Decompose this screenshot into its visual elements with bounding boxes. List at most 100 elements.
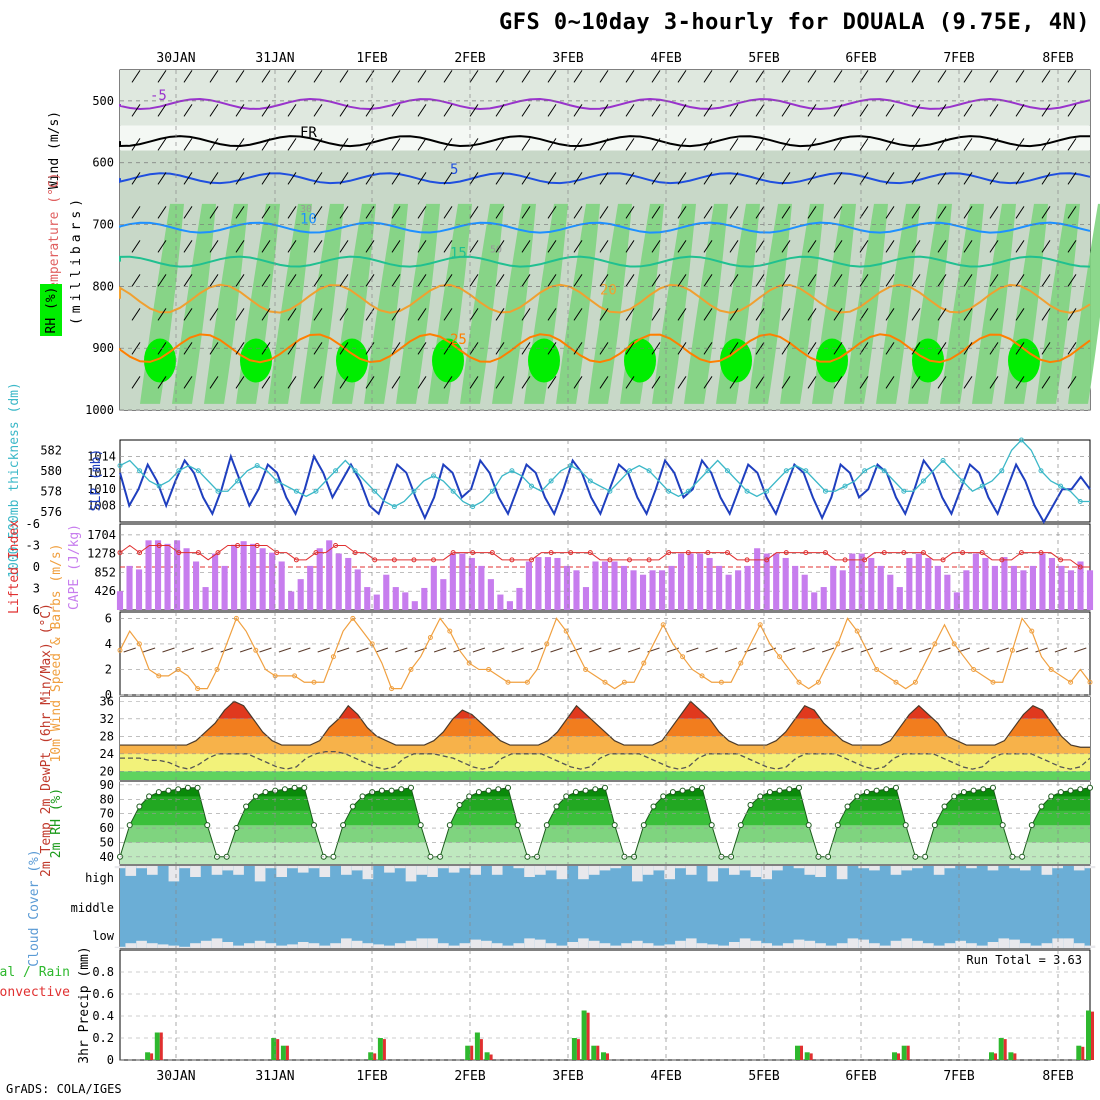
cape-bar [601, 561, 609, 610]
precip-tick: 0 [107, 1053, 114, 1067]
cape-bar [345, 557, 352, 610]
cape-bar [773, 553, 780, 610]
rh-core [336, 338, 368, 383]
wind-barb [677, 70, 687, 83]
cloud-high-bar [222, 866, 234, 871]
cloud-low-bar [265, 943, 277, 948]
wind-barb [1067, 308, 1077, 321]
cloud-high-bar [761, 866, 772, 880]
rh-streak [972, 203, 1016, 404]
rh-point [572, 789, 579, 796]
thickness-point [195, 468, 201, 474]
wind-barb [573, 138, 583, 151]
wind-barb [703, 274, 713, 287]
wind-barb [1067, 104, 1077, 117]
wind-barb [937, 104, 947, 117]
wind-barb [729, 138, 739, 151]
cloud-low-bar [1020, 943, 1031, 948]
wind-barb [209, 138, 219, 151]
cloud-high-bar [265, 866, 277, 869]
cloud-high-bar [168, 866, 180, 882]
wind-point [893, 679, 899, 685]
rh-point [194, 784, 201, 791]
rh-point [165, 787, 172, 794]
contour-label: 20 [600, 283, 617, 299]
temp-tick: 28 [100, 729, 114, 743]
cloud-high-bar [394, 866, 406, 869]
temp-tick: 32 [100, 712, 114, 726]
wind-barb [599, 70, 609, 83]
wind-barb [885, 70, 895, 83]
wind-barb [703, 206, 713, 219]
wind-barb [677, 104, 687, 117]
wind-barb [1041, 376, 1051, 389]
rh-core [528, 338, 560, 383]
thickness-point [333, 468, 339, 474]
rh-point [291, 784, 298, 791]
cloud-low-bar [254, 940, 266, 948]
wind-point [990, 679, 996, 685]
precip-convective-bar [800, 1045, 803, 1060]
cape-bar [697, 553, 704, 610]
wind-barb [599, 104, 609, 117]
wind-point [796, 679, 802, 685]
cape-bar [763, 553, 770, 610]
top-date-label: 2FEB [454, 51, 485, 66]
wind-barb [1067, 70, 1077, 83]
cape-bar [126, 565, 133, 610]
lifted-point [548, 550, 554, 556]
cloud-high-bar [729, 866, 740, 875]
ylabel-temp: 2m Temp 2m DewPt (6hr Min/Max) (°C) [39, 603, 54, 877]
cape-bar [925, 557, 932, 610]
wind-barb [521, 274, 531, 287]
cloud-low-bar [912, 940, 923, 948]
wind-barb [755, 70, 765, 83]
wind-barb [1041, 240, 1051, 253]
wind-barb [521, 172, 531, 185]
wind-barb [1041, 172, 1051, 185]
cloud-high-bar [836, 866, 848, 880]
rh-point [689, 786, 696, 793]
cape-bar [915, 553, 922, 610]
wind-barb [989, 376, 999, 389]
cape-bar [440, 579, 447, 610]
wind-barb [729, 172, 739, 185]
cloud-low-bar [1009, 939, 1020, 948]
cloud-high-bar [772, 866, 783, 871]
cape-bar [982, 557, 989, 610]
cloud-low-bar [211, 938, 223, 948]
cloud-low-bar [405, 940, 417, 948]
surface-barb [278, 647, 292, 653]
wind-barb [339, 172, 349, 185]
lifted-point [293, 557, 299, 563]
lifted-point [1077, 564, 1083, 570]
rh-streak [556, 203, 600, 404]
wind-barb [469, 240, 479, 253]
pressure-tick: 1000 [85, 403, 114, 417]
wind-barb [261, 206, 271, 219]
wind-barb [573, 376, 583, 389]
cloud-high-bar [815, 866, 826, 877]
wind-barb [521, 104, 531, 117]
wind-barb [1041, 70, 1051, 83]
lifted-point [431, 557, 437, 563]
wind-barb [313, 342, 323, 355]
cape-bar [506, 601, 513, 610]
cloud-low-bar [772, 945, 783, 948]
precip-convective-bar [159, 1032, 163, 1060]
pressure-tick: 800 [92, 279, 114, 293]
wind-barb [391, 240, 401, 253]
temp-tick: 24 [100, 747, 114, 761]
rh-point [243, 803, 250, 810]
cloud-high-bar [211, 866, 223, 875]
wind-barb [625, 70, 635, 83]
wind-barb [937, 308, 947, 321]
cloud-low-bar [567, 942, 578, 948]
wind-barb [963, 138, 973, 151]
panel-frame-8 [119, 949, 1091, 1061]
cape-bar [297, 579, 304, 610]
cloud-high-bar [470, 866, 481, 875]
rh-core [432, 338, 464, 383]
cape-bar [535, 557, 542, 610]
wind-barb [235, 206, 245, 219]
